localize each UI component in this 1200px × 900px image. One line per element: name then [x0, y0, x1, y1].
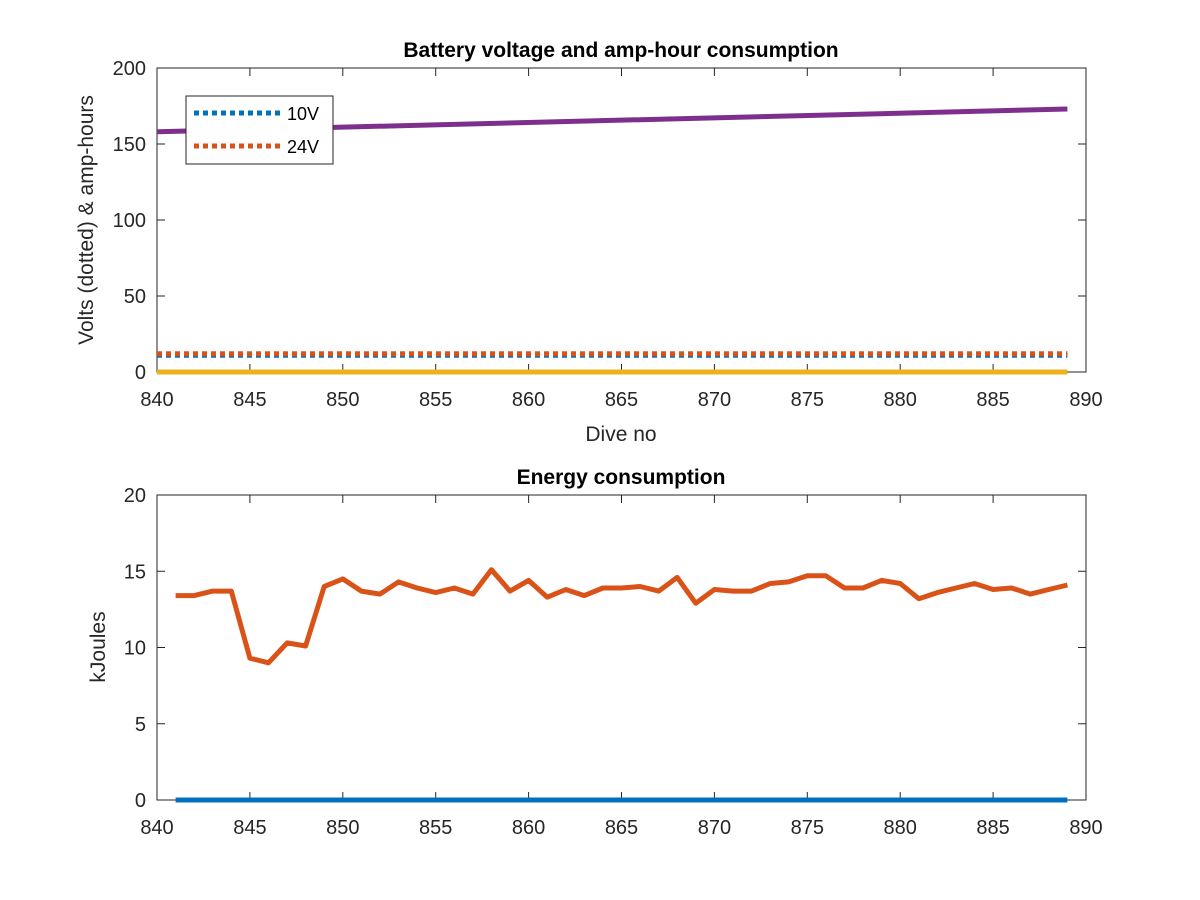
bottom-chart-title: Energy consumption	[517, 466, 726, 489]
bottom-chart-y-tick-label: 5	[135, 714, 146, 736]
bottom-chart-x-tick-label: 860	[512, 817, 545, 839]
bottom-chart-y-axis-label: kJoules	[87, 611, 110, 682]
top-chart-x-tick-label: 840	[140, 389, 173, 411]
top-chart-y-tick-label: 200	[113, 58, 146, 80]
top-chart-ticks: 840 845 850 855 860 865 870 875 880 885 890 0 50 100 1…	[113, 58, 1103, 411]
bottom-chart-x-tick-label: 890	[1069, 817, 1102, 839]
top-chart-x-tick-label: 880	[884, 389, 917, 411]
bottom-chart-y-tick-label: 20	[124, 485, 146, 507]
top-chart-y-axis-label: Volts (dotted) & amp-hours	[75, 95, 98, 345]
top-chart-legend: 10V 24V	[185, 95, 334, 165]
top-chart-x-tick-label: 865	[605, 389, 638, 411]
bottom-chart-plot-area	[156, 494, 1087, 801]
bottom-chart-x-tick-label: 855	[419, 817, 452, 839]
top-chart-x-tick-label: 860	[512, 389, 545, 411]
top-chart-x-tick-label: 890	[1069, 389, 1102, 411]
legend-label-24v: 24V	[287, 137, 319, 157]
bottom-chart-x-tick-label: 880	[884, 817, 917, 839]
bottom-chart-series-line-1	[175, 567, 1068, 666]
top-chart-x-tick-label: 845	[233, 389, 266, 411]
bottom-chart-y-tick-label: 10	[124, 638, 146, 660]
bottom-chart-x-tick-label: 850	[326, 817, 359, 839]
top-chart: Battery voltage and amp-hour consumption…	[75, 39, 1103, 446]
bottom-chart-x-tick-label: 840	[140, 817, 173, 839]
bottom-chart-x-tick-label: 885	[976, 817, 1009, 839]
bottom-chart-x-tick-label: 845	[233, 817, 266, 839]
top-chart-x-tick-label: 875	[791, 389, 824, 411]
top-chart-title: Battery voltage and amp-hour consumption	[403, 39, 838, 62]
bottom-chart-y-tick-label: 15	[124, 561, 146, 583]
top-chart-x-tick-label: 855	[419, 389, 452, 411]
bottom-chart-x-tick-label: 865	[605, 817, 638, 839]
bottom-chart-x-tick-label: 870	[698, 817, 731, 839]
legend-box	[185, 95, 334, 165]
legend-label-10v: 10V	[287, 104, 319, 124]
top-chart-x-tick-label: 850	[326, 389, 359, 411]
top-chart-y-tick-label: 100	[113, 210, 146, 232]
top-chart-x-axis-label: Dive no	[585, 423, 656, 446]
top-chart-y-tick-label: 150	[113, 134, 146, 156]
bottom-chart-y-tick-label: 0	[135, 790, 146, 812]
top-chart-y-tick-label: 0	[135, 362, 146, 384]
bottom-chart-ticks: 840 845 850 855 860 865 870 875 880 885 890 0 5 10 15 2…	[124, 485, 1103, 839]
bottom-chart-x-tick-label: 875	[791, 817, 824, 839]
bottom-chart: Energy consumption kJoules 840 845 850 855 8…	[87, 466, 1103, 839]
top-chart-y-tick-label: 50	[124, 286, 146, 308]
top-chart-x-tick-label: 870	[698, 389, 731, 411]
bottom-chart-series	[175, 567, 1068, 803]
top-chart-x-tick-label: 885	[976, 389, 1009, 411]
